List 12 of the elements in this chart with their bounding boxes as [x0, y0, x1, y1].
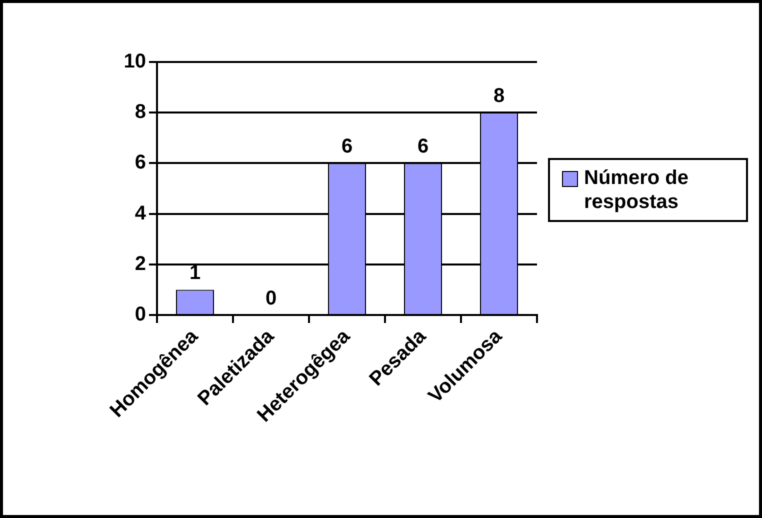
- data-label: 8: [493, 85, 505, 108]
- y-tick-label: 10: [124, 50, 146, 73]
- legend-label: Número de respostas: [584, 166, 690, 214]
- data-label: 6: [417, 136, 429, 158]
- data-label: 6: [341, 136, 353, 158]
- y-tick-label: 8: [134, 101, 146, 124]
- y-tick-label: 2: [134, 252, 146, 275]
- data-label: 0: [265, 288, 277, 310]
- y-tick-label: 4: [134, 202, 147, 224]
- y-tick-label: 6: [134, 152, 146, 174]
- data-label: 1: [189, 262, 201, 284]
- y-tick-label: 0: [134, 304, 146, 326]
